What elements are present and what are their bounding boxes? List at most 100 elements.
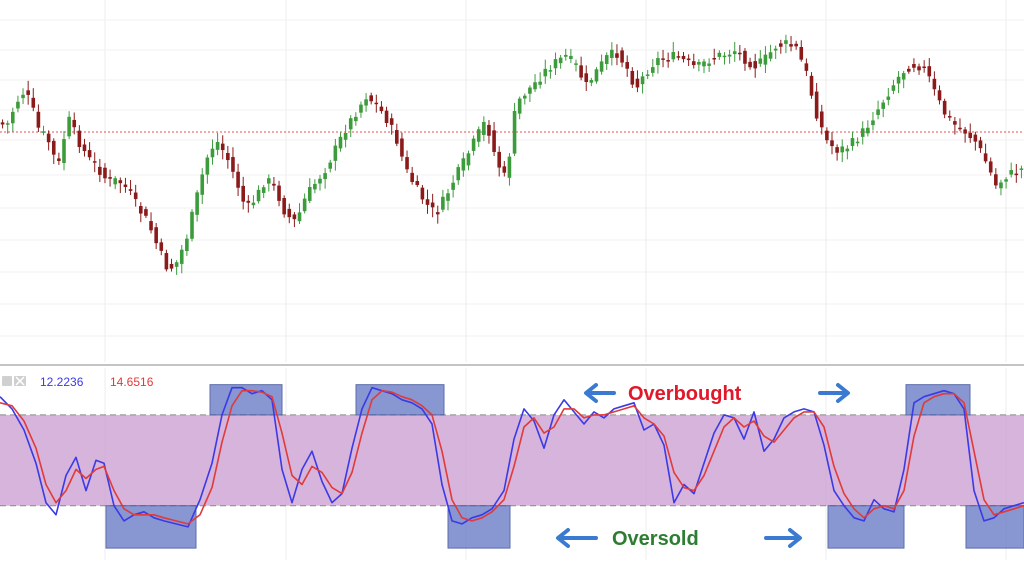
candle-body [241, 185, 245, 202]
candle [999, 179, 1003, 196]
candle-body [707, 63, 711, 66]
candle [681, 52, 686, 63]
candle [563, 48, 568, 61]
candle-body [0, 122, 5, 125]
candle-body [825, 130, 829, 141]
candle [686, 54, 691, 66]
candle [804, 58, 809, 77]
candle [169, 258, 174, 272]
candle-body [574, 63, 578, 65]
candle-body [507, 156, 512, 178]
candle-body [113, 178, 117, 185]
candle-body [569, 55, 573, 60]
candle [451, 175, 455, 198]
candle [825, 127, 829, 144]
candle-body [789, 44, 793, 47]
candle-body [763, 54, 768, 65]
candle-body [615, 53, 619, 58]
candle [743, 48, 747, 71]
candle-body [139, 206, 143, 214]
candle-body [205, 157, 210, 175]
candle [517, 96, 522, 120]
candle-body [410, 172, 414, 182]
candle [789, 36, 793, 52]
oversold-zone-box [105, 505, 197, 549]
candle-body [72, 119, 77, 128]
candle-body [958, 127, 962, 130]
candle-body [676, 56, 681, 58]
candle [133, 184, 138, 207]
candle [717, 50, 722, 60]
candle [11, 107, 15, 132]
candle [5, 120, 10, 134]
candle [159, 238, 164, 256]
candle-body [31, 97, 36, 108]
candle [881, 99, 885, 118]
candle-body [871, 120, 875, 126]
candle-body [451, 182, 455, 190]
candle-body [722, 55, 727, 58]
candle-body [651, 67, 655, 73]
candle-body [461, 158, 466, 171]
candle [702, 58, 706, 74]
candle [927, 58, 932, 83]
candle [267, 174, 271, 192]
candle-body [528, 87, 532, 94]
candle [123, 177, 128, 193]
candle-body [297, 212, 302, 222]
left-arrow-icon [556, 528, 598, 548]
candle-body [430, 202, 435, 208]
candle-body [953, 121, 957, 125]
candle [855, 137, 860, 147]
candle [1004, 177, 1008, 189]
candle-body [395, 130, 399, 144]
candle-body [845, 148, 850, 152]
candle-body [251, 202, 256, 206]
candle [231, 147, 235, 179]
candle-body [11, 111, 15, 124]
candle-body [446, 193, 450, 201]
candle [523, 93, 527, 105]
candle [973, 131, 978, 151]
candle [707, 58, 711, 72]
candle-body [610, 49, 614, 58]
candle-body [272, 183, 276, 186]
candle [200, 168, 205, 205]
candle-body [779, 43, 783, 47]
candle-body [666, 60, 670, 62]
candle [328, 159, 333, 173]
candle [779, 39, 783, 54]
candle-body [77, 130, 82, 147]
candle [661, 49, 665, 68]
close-icon-glyph [15, 376, 25, 386]
candle-body [215, 141, 220, 150]
candle [57, 152, 61, 165]
candle [604, 52, 609, 70]
candle-body [835, 147, 839, 153]
candle-body [313, 183, 317, 190]
candle [400, 132, 404, 162]
candle-body [819, 111, 824, 128]
candle-body [118, 180, 123, 184]
candle-body [174, 262, 179, 267]
candle [215, 132, 220, 156]
candle-body [983, 153, 988, 162]
candle [476, 126, 481, 148]
candle [226, 145, 230, 169]
settings-icon[interactable] [2, 376, 12, 386]
d-line [0, 389, 1024, 525]
candle-body [236, 171, 240, 188]
candle-body [553, 59, 558, 69]
candle-body [517, 98, 522, 114]
candle-body [543, 68, 548, 77]
right-arrow-icon [818, 383, 850, 403]
candle [282, 195, 286, 218]
candle-body [630, 71, 635, 85]
candle [277, 180, 281, 207]
right-arrow-icon [764, 528, 802, 548]
candle [738, 44, 742, 61]
candle-body [267, 178, 271, 184]
candle [978, 136, 983, 153]
candle-body [364, 99, 368, 106]
